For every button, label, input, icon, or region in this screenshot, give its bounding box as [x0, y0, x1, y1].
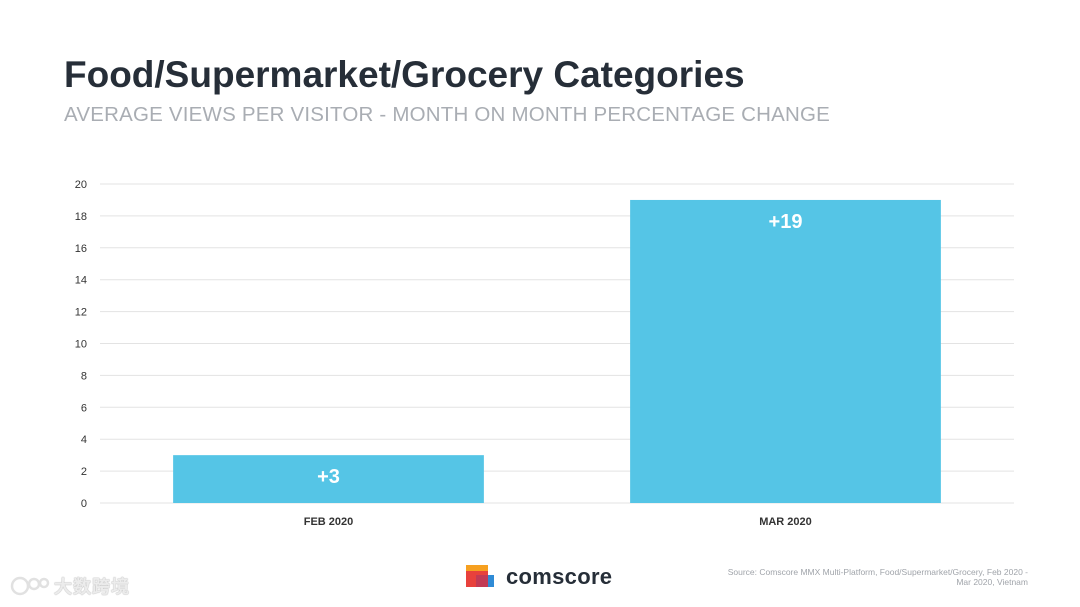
comscore-logo-icon [466, 565, 494, 587]
y-tick-label: 8 [81, 370, 87, 382]
x-tick-label: MAR 2020 [759, 516, 812, 528]
y-axis-ticks: 0 2 4 6 8 10 12 14 16 18 20 [75, 179, 87, 510]
data-label: +3 [317, 466, 340, 488]
x-tick-label: FEB 2020 [304, 516, 354, 528]
y-tick-label: 14 [75, 275, 87, 287]
y-tick-label: 10 [75, 339, 87, 351]
source-note: Source: Comscore MMX Multi-Platform, Foo… [648, 567, 1028, 587]
y-tick-label: 6 [81, 402, 87, 414]
comscore-logo-text: comscore [506, 564, 613, 589]
y-tick-label: 16 [75, 243, 87, 255]
y-tick-label: 18 [75, 211, 87, 223]
source-note-line: Source: Comscore MMX Multi-Platform, Foo… [727, 567, 1028, 577]
page-subtitle: AVERAGE VIEWS PER VISITOR - MONTH ON MON… [64, 103, 831, 126]
data-labels: +3 +19 [317, 211, 802, 488]
data-label: +19 [769, 211, 803, 233]
bar [173, 455, 484, 503]
y-tick-label: 20 [75, 179, 87, 191]
watermark-text: 大数跨境 [54, 577, 130, 597]
watermark-logo-icon [10, 576, 50, 596]
y-tick-label: 2 [81, 466, 87, 478]
watermark: 大数跨境 [10, 574, 130, 598]
comscore-logo: comscore [464, 563, 624, 593]
y-tick-label: 12 [75, 307, 87, 319]
y-tick-label: 0 [81, 498, 87, 510]
source-note-line: Mar 2020, Vietnam [956, 577, 1028, 587]
bars [173, 199, 941, 503]
page-title: Food/Supermarket/Grocery Categories [64, 54, 745, 95]
y-tick-label: 4 [81, 434, 87, 446]
x-axis-ticks: FEB 2020 MAR 2020 [304, 516, 812, 528]
bar [630, 199, 941, 503]
